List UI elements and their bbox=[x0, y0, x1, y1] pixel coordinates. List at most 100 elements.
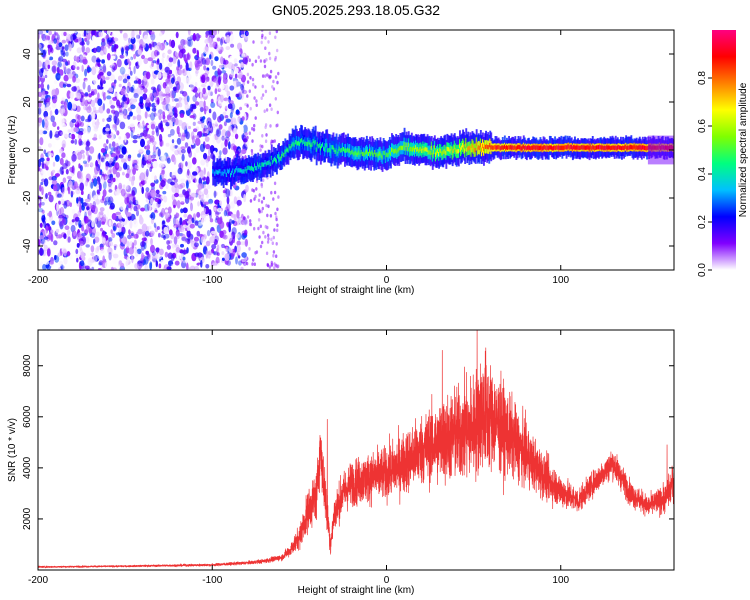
noise-cell bbox=[73, 127, 79, 133]
noise-cell bbox=[137, 47, 143, 56]
noise-cell bbox=[210, 102, 216, 108]
noise-cell bbox=[227, 233, 233, 242]
noise-cell bbox=[209, 80, 215, 86]
noise-cell bbox=[198, 111, 202, 120]
noise-cell bbox=[156, 62, 160, 71]
noise-cell bbox=[184, 142, 189, 148]
noise-cell bbox=[186, 267, 191, 270]
noise-cell bbox=[100, 141, 104, 147]
noise-cell bbox=[132, 159, 136, 164]
noise-cell bbox=[67, 101, 73, 111]
noise-cell bbox=[181, 48, 186, 54]
noise-cell bbox=[266, 240, 270, 244]
noise-cell bbox=[58, 214, 64, 219]
noise-cell bbox=[155, 183, 159, 188]
noise-cell bbox=[223, 209, 227, 217]
noise-cell bbox=[166, 55, 170, 60]
noise-cell bbox=[133, 92, 139, 99]
noise-cell bbox=[237, 42, 242, 50]
noise-cell bbox=[267, 237, 270, 241]
noise-cell bbox=[71, 103, 77, 111]
noise-cell bbox=[210, 153, 215, 160]
noise-cell bbox=[68, 43, 72, 52]
noise-cell bbox=[174, 112, 178, 118]
colorbar-tick-label: 0.8 bbox=[697, 71, 708, 85]
noise-cell bbox=[200, 77, 206, 84]
noise-cell bbox=[274, 75, 278, 79]
noise-cell bbox=[113, 92, 117, 97]
noise-cell bbox=[40, 33, 44, 39]
noise-cell bbox=[144, 264, 149, 270]
noise-cell bbox=[98, 86, 104, 90]
noise-cell bbox=[122, 70, 125, 78]
noise-cell bbox=[141, 186, 144, 194]
noise-cell bbox=[170, 254, 175, 262]
noise-cell bbox=[195, 69, 199, 74]
noise-cell bbox=[42, 104, 45, 109]
noise-cell bbox=[174, 98, 179, 102]
noise-cell bbox=[50, 115, 55, 123]
noise-cell bbox=[169, 171, 173, 178]
noise-cell bbox=[225, 246, 229, 253]
noise-cell bbox=[222, 75, 227, 81]
noise-cell bbox=[88, 191, 92, 200]
noise-cell bbox=[47, 84, 50, 90]
noise-cell bbox=[252, 127, 256, 132]
noise-cell bbox=[54, 32, 59, 36]
noise-cell bbox=[198, 100, 205, 108]
noise-cell bbox=[178, 193, 184, 198]
noise-cell bbox=[48, 30, 52, 36]
noise-cell bbox=[61, 187, 65, 194]
noise-cell bbox=[91, 220, 95, 228]
noise-cell bbox=[42, 90, 46, 96]
noise-cell bbox=[214, 70, 219, 77]
noise-cell bbox=[79, 204, 82, 213]
noise-cell bbox=[184, 191, 190, 199]
colorbar: 0.0 0.2 0.4 0.6 0.8 Normalized spectral ampl… bbox=[697, 30, 749, 277]
noise-cell bbox=[126, 212, 132, 217]
noise-cell bbox=[190, 265, 196, 270]
noise-cell bbox=[185, 77, 190, 85]
noise-cell bbox=[75, 92, 82, 100]
noise-cell bbox=[112, 177, 116, 183]
noise-cell bbox=[230, 33, 234, 42]
noise-cell bbox=[107, 181, 112, 188]
noise-cell bbox=[222, 147, 228, 155]
noise-cell bbox=[102, 103, 106, 111]
noise-cell bbox=[224, 102, 229, 110]
noise-cell bbox=[145, 149, 151, 156]
noise-cell bbox=[149, 230, 155, 236]
noise-cell bbox=[182, 68, 188, 76]
noise-cell bbox=[143, 172, 149, 181]
colorbar-gradient bbox=[712, 30, 736, 270]
noise-cell bbox=[132, 135, 138, 140]
noise-cell bbox=[67, 60, 70, 66]
noise-cell bbox=[204, 128, 209, 135]
noise-cell bbox=[253, 262, 256, 267]
noise-cell bbox=[150, 182, 156, 187]
noise-cell bbox=[98, 134, 102, 140]
noise-cell bbox=[112, 258, 117, 265]
noise-cell bbox=[243, 194, 247, 203]
noise-cell bbox=[181, 153, 185, 162]
noise-cell bbox=[171, 243, 175, 249]
noise-cell bbox=[205, 176, 210, 185]
noise-cell bbox=[172, 75, 176, 82]
noise-cell bbox=[240, 83, 244, 91]
noise-cell bbox=[110, 104, 116, 109]
noise-cell bbox=[87, 115, 91, 123]
noise-cell bbox=[62, 143, 66, 148]
noise-cell bbox=[118, 231, 124, 239]
noise-cell bbox=[261, 74, 265, 78]
noise-cell bbox=[203, 201, 210, 205]
noise-cell bbox=[150, 189, 156, 198]
noise-cell bbox=[38, 60, 42, 68]
noise-cell bbox=[226, 196, 230, 205]
noise-cell bbox=[132, 219, 138, 228]
noise-cell bbox=[167, 72, 171, 80]
noise-cell bbox=[166, 157, 171, 164]
noise-cell bbox=[71, 118, 77, 123]
noise-cell bbox=[207, 251, 211, 259]
noise-cell bbox=[59, 166, 64, 175]
noise-cell bbox=[159, 82, 163, 90]
